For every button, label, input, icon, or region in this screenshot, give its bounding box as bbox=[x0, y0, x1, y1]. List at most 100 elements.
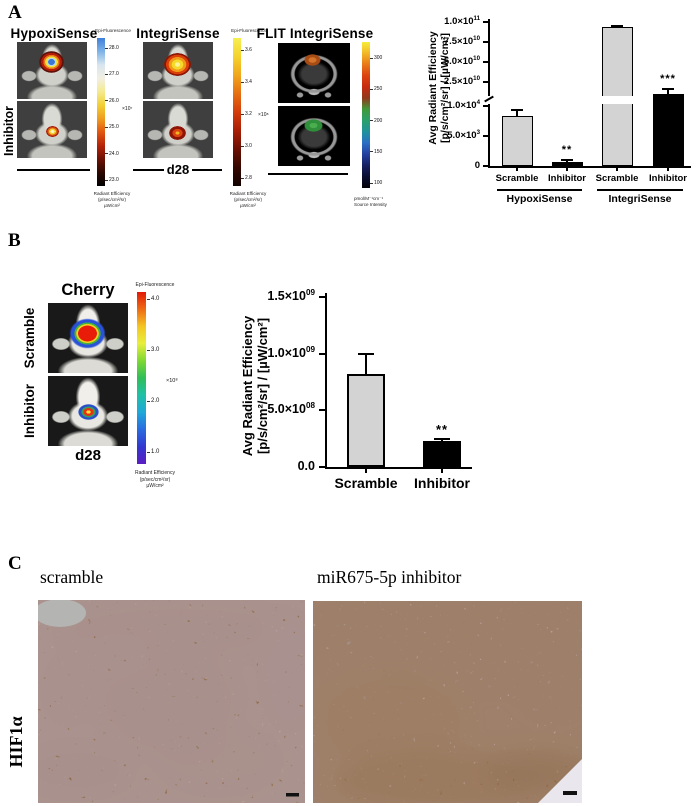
y-axis-label-line2: [p/s/cm²/sr] / [µW/cm²] bbox=[254, 317, 270, 455]
x-axis bbox=[488, 166, 691, 168]
panel-b-label: B bbox=[8, 230, 21, 251]
scale-bar bbox=[563, 791, 577, 795]
error-bar-stem bbox=[365, 353, 367, 375]
y-tick-mark bbox=[483, 41, 488, 43]
x-tick-label: Scramble bbox=[595, 173, 639, 184]
bar-inhibitor bbox=[652, 94, 684, 166]
significance-label: *** bbox=[660, 73, 676, 86]
flit-signal-blob bbox=[304, 54, 321, 66]
histology-image-inhibitor bbox=[313, 601, 582, 803]
colorbar-tick: 4.0 bbox=[147, 296, 159, 302]
fluorescence-blob bbox=[46, 126, 59, 137]
mouse-image-cherry-scramble bbox=[48, 303, 128, 373]
colorbar-multiplier: ×10⁸ bbox=[166, 378, 178, 384]
y-tick-label: 1.5×1009 bbox=[267, 287, 315, 303]
colorbar-tick: 100 bbox=[370, 180, 382, 186]
y-tick-label: 2.5×1010 bbox=[443, 74, 480, 87]
colorbar-gradient bbox=[233, 38, 241, 186]
significance-label: ** bbox=[561, 144, 573, 157]
y-tick-mark bbox=[319, 296, 325, 298]
group-underline bbox=[597, 189, 683, 191]
y-tick-mark bbox=[319, 466, 325, 468]
x-tick-mark bbox=[516, 168, 518, 171]
colorbar-gradient bbox=[137, 292, 146, 464]
timeline-line bbox=[17, 169, 90, 171]
colorbar-caption: Radiant Efficiency (p/sec/cm²/sr) µW/cm² bbox=[135, 470, 175, 489]
bar-scramble bbox=[347, 374, 385, 467]
colorbar-tick: 300 bbox=[370, 55, 382, 61]
fluorescence-blob bbox=[169, 126, 186, 140]
mouse-image-cherry-inhibitor bbox=[48, 376, 128, 446]
colorbar-tick: 1.0 bbox=[147, 449, 159, 455]
colorbar-tick: 3.0 bbox=[147, 347, 159, 353]
error-bar-cap bbox=[358, 352, 374, 355]
colorbar-tick: 2.0 bbox=[147, 398, 159, 404]
error-bar-cap bbox=[662, 88, 674, 91]
mir675-inhibitor-title: miR675-5p inhibitor bbox=[317, 567, 462, 587]
colorbar-tick: 24.0 bbox=[105, 151, 119, 157]
fluorescence-blob bbox=[69, 318, 106, 349]
chart-panel-a: Avg Radiant Efficiency [p/s/cm²/sr] / [µ… bbox=[420, 8, 696, 220]
timeline-line bbox=[192, 169, 222, 171]
flit-tomography-image-scramble bbox=[278, 43, 350, 103]
colorbar-tick: 3.2 bbox=[241, 111, 252, 117]
error-bar-cap bbox=[434, 437, 450, 440]
y-tick-label: 0 bbox=[474, 160, 480, 171]
y-tick-label: 5.0×103 bbox=[447, 128, 480, 141]
inhibitor-side-label: Inhibitor bbox=[22, 384, 37, 438]
error-bar-stem bbox=[667, 89, 669, 94]
colorbar-tick: 250 bbox=[370, 86, 382, 92]
y-tick-label: 0.0 bbox=[297, 459, 315, 473]
colorbar-tick: 2.8 bbox=[241, 175, 252, 181]
fluorescence-blob bbox=[39, 51, 64, 73]
colorbar-multiplier: ×10⁷ bbox=[122, 106, 133, 112]
colorbar-tick: 150 bbox=[370, 149, 382, 155]
colorbar-tick: 28.0 bbox=[105, 45, 119, 51]
mouse-image-integrisense-inhibitor bbox=[143, 101, 213, 158]
integrisense-title: IntegriSense bbox=[136, 26, 220, 41]
colorbar-gradient bbox=[97, 38, 105, 186]
timeline-line bbox=[268, 173, 348, 175]
colorbar-tick: 27.0 bbox=[105, 71, 119, 77]
colorbar-tick: 26.0 bbox=[105, 98, 119, 104]
colorbar-tick: 200 bbox=[370, 118, 382, 124]
group-label: IntegriSense bbox=[608, 193, 672, 205]
colorbar-caption: Radiant Efficiency (p/sec/cm²/sr) µW/cm² bbox=[93, 191, 131, 208]
colorbar-caption: Radiant Efficiency (p/sec/cm²/sr) µW/cm² bbox=[229, 191, 267, 208]
y-tick-label: 1.0×1009 bbox=[267, 344, 315, 360]
colorbar-hypoxisense: Epi-Fluorescence ×10⁷ Radiant Efficiency… bbox=[86, 28, 146, 220]
x-tick-mark bbox=[616, 168, 618, 171]
cherry-title: Cherry bbox=[61, 281, 115, 299]
bar-scramble bbox=[501, 116, 533, 166]
y-tick-label: 7.5×1010 bbox=[443, 34, 480, 47]
y-tick-label: 1.0×1011 bbox=[444, 14, 480, 27]
colorbar-flit: pmol/M⁻¹cm⁻¹ Source Intensity 300 250 200 1… bbox=[352, 30, 412, 220]
bar-inhibitor bbox=[423, 440, 461, 467]
timepoint-label: d28 bbox=[75, 447, 101, 464]
flit-tomography-image-inhibitor bbox=[278, 106, 350, 166]
colorbar-top-label: Epi-Fluorescence bbox=[95, 28, 131, 33]
hif1a-side-label: HIF1α bbox=[6, 716, 26, 768]
x-axis bbox=[325, 467, 472, 469]
colorbar-tick: 3.6 bbox=[241, 47, 252, 53]
x-tick-mark bbox=[566, 168, 568, 171]
x-tick-label: Scramble bbox=[495, 173, 539, 184]
x-tick-mark bbox=[365, 469, 367, 473]
mouse-image-integrisense-scramble bbox=[143, 42, 213, 99]
timepoint-label: d28 bbox=[166, 162, 190, 177]
timeline-line bbox=[133, 169, 164, 171]
scramble-side-label: Scramble bbox=[22, 307, 37, 369]
fluorescence-blob bbox=[78, 404, 99, 420]
y-tick-mark bbox=[483, 135, 488, 137]
y-tick-mark bbox=[483, 165, 488, 167]
flit-integrisense-title: FLIT IntegriSense bbox=[256, 26, 374, 41]
y-tick-mark bbox=[483, 61, 488, 63]
colorbar-top-label: Epi-Fluorescence bbox=[135, 282, 175, 288]
colorbar-integrisense: Epi-Fluorescence ×10⁸ Radiant Efficiency… bbox=[222, 28, 282, 220]
colorbar-cherry: Epi-Fluorescence ×10⁸ Radiant Efficiency… bbox=[126, 282, 192, 500]
fluorescence-blob bbox=[164, 53, 191, 76]
error-bar-stem bbox=[516, 109, 518, 117]
histology-image-scramble bbox=[38, 600, 305, 803]
y-tick-label: 5.0×1008 bbox=[267, 401, 315, 417]
